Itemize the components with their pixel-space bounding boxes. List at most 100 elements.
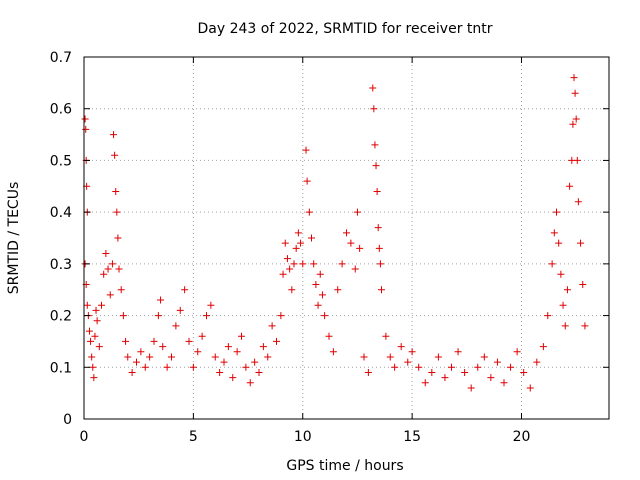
data-point (360, 353, 368, 361)
data-point (561, 322, 569, 330)
data-point (85, 327, 93, 335)
data-point (137, 348, 145, 356)
data-point (281, 239, 289, 247)
data-points (81, 74, 589, 392)
data-point (111, 151, 119, 159)
data-point (98, 301, 105, 309)
data-point (286, 265, 294, 273)
data-point (434, 353, 442, 361)
data-point (314, 301, 322, 309)
data-point (454, 348, 462, 356)
data-point (185, 337, 193, 345)
data-point (548, 260, 556, 268)
data-point (283, 255, 291, 263)
data-point (302, 146, 310, 154)
data-point (404, 358, 412, 366)
data-point (92, 306, 100, 314)
data-point (203, 312, 210, 320)
data-point (104, 265, 112, 273)
x-tick-label: 15 (403, 429, 421, 445)
x-tick-label: 10 (294, 429, 312, 445)
data-point (246, 379, 254, 387)
data-point (513, 348, 521, 356)
data-point (569, 120, 577, 128)
data-point (577, 239, 585, 247)
y-tick-labels: 0 0.1 0.2 0.3 0.4 0.5 0.6 0.7 (50, 50, 72, 428)
data-point (264, 353, 272, 361)
data-point (308, 234, 315, 242)
data-point (397, 343, 405, 351)
data-point (113, 208, 121, 216)
data-point (493, 358, 501, 366)
y-tick-label: 0.1 (50, 360, 72, 376)
data-point (448, 363, 455, 371)
data-point (571, 89, 579, 97)
data-point (376, 260, 384, 268)
data-point (290, 260, 298, 268)
data-point (563, 286, 571, 294)
data-point (114, 234, 122, 242)
data-point (288, 286, 296, 294)
data-point (566, 182, 574, 190)
data-point (189, 363, 197, 371)
data-point (277, 312, 285, 320)
data-point (461, 368, 469, 376)
y-tick-label: 0.5 (50, 153, 72, 169)
data-point (310, 260, 318, 268)
y-tick-label: 0.2 (50, 309, 72, 325)
data-point (371, 141, 379, 149)
data-point (415, 363, 423, 371)
data-point (81, 115, 89, 123)
data-point (356, 244, 364, 252)
x-tick-label: 5 (189, 429, 198, 445)
data-point (255, 368, 263, 376)
data-point (318, 291, 326, 299)
data-point (194, 348, 202, 356)
data-point (220, 358, 228, 366)
data-point (487, 374, 495, 382)
data-point (544, 312, 552, 320)
grid-lines (84, 57, 609, 419)
data-point (325, 332, 333, 340)
y-tick-label: 0.6 (50, 102, 72, 118)
data-point (507, 363, 515, 371)
data-point (579, 281, 587, 289)
data-point (347, 239, 355, 247)
data-point (90, 374, 98, 382)
data-point (299, 260, 307, 268)
data-point (83, 301, 91, 309)
data-point (539, 343, 547, 351)
data-point (216, 368, 224, 376)
data-point (375, 244, 383, 252)
data-point (533, 358, 541, 366)
data-point (102, 250, 110, 258)
data-point (110, 131, 118, 139)
data-point (273, 337, 280, 345)
data-point (297, 239, 305, 247)
data-point (329, 348, 337, 356)
data-point (159, 343, 167, 351)
data-point (500, 379, 508, 387)
data-point (141, 363, 149, 371)
data-point (106, 291, 114, 299)
data-point (117, 286, 125, 294)
data-point (480, 353, 488, 361)
data-point (157, 296, 165, 304)
data-point (334, 286, 342, 294)
data-point (119, 312, 127, 320)
data-point (224, 343, 232, 351)
data-point (207, 301, 215, 309)
data-point (378, 286, 385, 294)
data-point (373, 187, 381, 195)
data-point (95, 343, 103, 351)
data-point (372, 162, 380, 170)
data-point (82, 125, 90, 133)
data-point (168, 353, 175, 361)
data-point (321, 312, 329, 320)
data-point (428, 368, 436, 376)
data-point (93, 317, 101, 325)
x-tick-labels: 0 5 10 15 20 (80, 429, 531, 445)
data-point (370, 105, 378, 113)
data-point (570, 74, 578, 82)
